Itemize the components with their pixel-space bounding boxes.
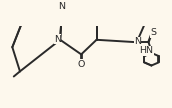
Text: N: N [134, 37, 141, 46]
Text: S: S [150, 28, 156, 37]
Text: O: O [78, 60, 85, 69]
Text: HN: HN [139, 46, 153, 55]
Text: N: N [54, 35, 61, 44]
Text: N: N [58, 2, 65, 11]
